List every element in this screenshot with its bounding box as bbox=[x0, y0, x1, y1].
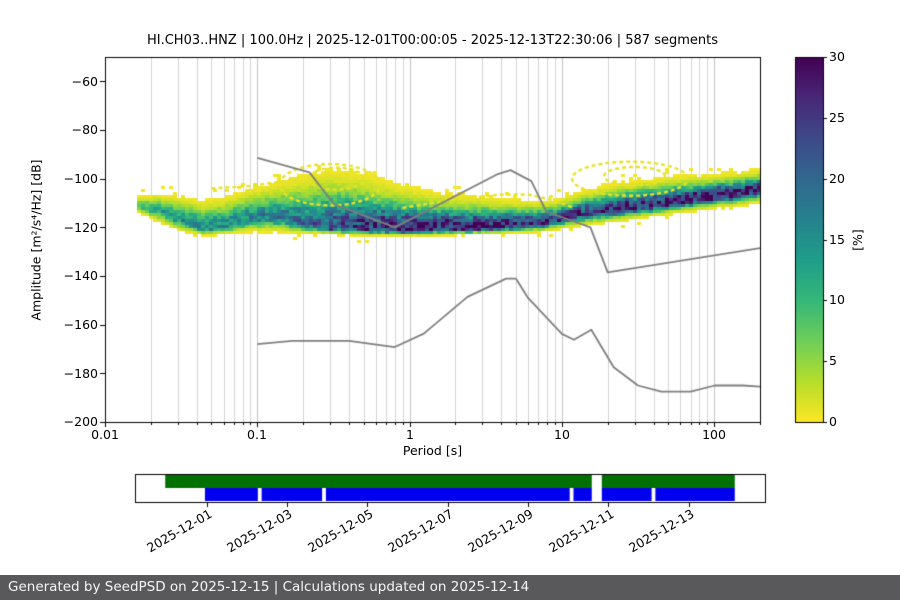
y-tick-label: −200 bbox=[63, 414, 98, 429]
y-tick-label: −120 bbox=[63, 220, 98, 235]
x-tick-label: 1 bbox=[406, 427, 414, 442]
y-tick-label: −180 bbox=[63, 366, 98, 381]
y-tick-label: −80 bbox=[71, 122, 98, 137]
x-tick-label: 0.01 bbox=[91, 427, 119, 442]
colorbar-tick-label: 15 bbox=[829, 232, 845, 247]
status-bar: Generated by SeedPSD on 2025-12-15 | Cal… bbox=[0, 575, 900, 600]
colorbar-tick-label: 20 bbox=[829, 171, 845, 186]
colorbar-label: [%] bbox=[850, 229, 865, 251]
colorbar-tick-label: 30 bbox=[829, 49, 845, 64]
chart-title: HI.CH03..HNZ | 100.0Hz | 2025-12-01T00:0… bbox=[146, 33, 718, 48]
colorbar-tick-label: 10 bbox=[829, 292, 845, 307]
y-tick-label: −160 bbox=[63, 317, 98, 332]
y-tick-label: −140 bbox=[63, 268, 98, 283]
x-axis-label: Period [s] bbox=[402, 443, 463, 458]
y-tick-label: −100 bbox=[63, 171, 98, 186]
ppsd-heatmap-canvas bbox=[0, 0, 900, 575]
x-tick-label: 10 bbox=[554, 427, 570, 442]
y-tick-label: −60 bbox=[71, 74, 98, 89]
status-bar-text: Generated by SeedPSD on 2025-12-15 | Cal… bbox=[8, 579, 530, 595]
colorbar-tick-label: 0 bbox=[829, 414, 837, 429]
x-tick-label: 0.1 bbox=[247, 427, 267, 442]
colorbar-tick-label: 5 bbox=[829, 353, 837, 368]
colorbar-tick-label: 25 bbox=[829, 110, 845, 125]
y-axis-label: Amplitude [m²/s⁴/Hz] [dB] bbox=[28, 159, 44, 321]
x-tick-label: 100 bbox=[702, 427, 726, 442]
